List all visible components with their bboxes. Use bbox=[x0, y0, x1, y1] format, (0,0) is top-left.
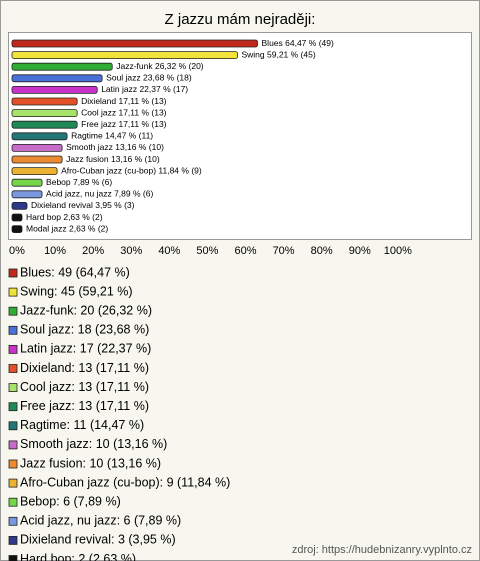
x-tick-label: 90% bbox=[349, 245, 371, 257]
bar bbox=[11, 62, 113, 71]
legend-swatch bbox=[8, 306, 18, 316]
legend-swatch bbox=[8, 383, 18, 393]
value-label: Afro-Cuban jazz (cu-bop) 11,84 % (9) bbox=[61, 165, 202, 175]
legend-label: Acid jazz, nu jazz: 6 (7,89 %) bbox=[20, 514, 181, 528]
bar bbox=[11, 213, 23, 222]
legend-swatch bbox=[8, 421, 18, 431]
value-label: Blues 64,47 % (49) bbox=[262, 38, 334, 48]
bar bbox=[11, 167, 58, 176]
value-label: Jazz-funk 26,32 % (20) bbox=[116, 61, 204, 71]
x-tick-label: 0% bbox=[9, 245, 25, 257]
value-label: Cool jazz 17,11 % (13) bbox=[81, 107, 167, 117]
legend-label: Smooth jazz: 10 (13,16 %) bbox=[20, 437, 167, 451]
legend-swatch bbox=[8, 325, 18, 335]
x-tick-label: 60% bbox=[234, 245, 256, 257]
x-tick-label: 10% bbox=[44, 245, 66, 257]
legend-label: Dixieland: 13 (17,11 %) bbox=[20, 361, 149, 375]
legend-swatch bbox=[8, 459, 18, 469]
legend-swatch bbox=[8, 497, 18, 507]
legend-label: Ragtime: 11 (14,47 %) bbox=[20, 418, 144, 432]
legend-swatch bbox=[8, 402, 18, 412]
x-tick-label: 70% bbox=[273, 245, 295, 257]
x-tick-label: 100% bbox=[384, 245, 412, 257]
legend-swatch bbox=[8, 536, 18, 545]
value-label: Free jazz 17,11 % (13) bbox=[81, 119, 167, 129]
legend-swatch bbox=[8, 516, 18, 526]
legend-label: Latin jazz: 17 (22,37 %) bbox=[20, 342, 151, 356]
legend-label: Afro-Cuban jazz (cu-bop): 9 (11,84 %) bbox=[20, 475, 230, 489]
bar bbox=[11, 190, 43, 199]
value-label: Swing 59,21 % (45) bbox=[241, 49, 315, 59]
legend-swatch bbox=[8, 287, 18, 297]
x-tick-label: 30% bbox=[120, 245, 142, 257]
legend-swatch bbox=[8, 344, 18, 354]
legend-swatch bbox=[8, 268, 18, 278]
value-label: Hard bop 2,63 % (2) bbox=[26, 212, 103, 222]
value-label: Modal jazz 2,63 % (2) bbox=[26, 223, 108, 233]
bar bbox=[11, 201, 28, 210]
legend-swatch bbox=[8, 440, 18, 450]
bar bbox=[11, 97, 78, 106]
bar bbox=[11, 51, 238, 59]
legend-label: Blues: 49 (64,47 %) bbox=[20, 265, 130, 279]
x-tick-label: 40% bbox=[158, 245, 180, 257]
value-label: Soul jazz 23,68 % (18) bbox=[106, 73, 192, 83]
legend-swatch bbox=[8, 555, 18, 561]
x-tick-label: 50% bbox=[196, 245, 218, 257]
bar bbox=[11, 74, 103, 83]
bar bbox=[11, 143, 63, 152]
legend-label: Swing: 45 (59,21 %) bbox=[20, 284, 133, 298]
value-label: Latin jazz 22,37 % (17) bbox=[101, 84, 188, 94]
source: zdroj: https://hudebnizanry.vyplnto.cz bbox=[292, 544, 472, 556]
bar bbox=[11, 225, 23, 234]
bar bbox=[11, 178, 43, 187]
legend-label: Jazz fusion: 10 (13,16 %) bbox=[20, 456, 161, 470]
legend-label: Free jazz: 13 (17,11 %) bbox=[20, 399, 149, 413]
bar bbox=[11, 39, 258, 48]
value-label: Bebop 7,89 % (6) bbox=[46, 177, 112, 187]
legend-label: Bebop: 6 (7,89 %) bbox=[20, 494, 121, 508]
legend-swatch bbox=[8, 478, 18, 488]
value-label: Ragtime 14,47 % (11) bbox=[71, 131, 153, 141]
x-tick-label: 20% bbox=[82, 245, 104, 257]
legend-label: Soul jazz: 18 (23,68 %) bbox=[20, 323, 149, 337]
legend-label: Hard bop: 2 (2,63 %) bbox=[20, 552, 136, 561]
value-label: Dixieland 17,11 % (13) bbox=[81, 96, 167, 106]
legend-label: Cool jazz: 13 (17,11 %) bbox=[20, 380, 149, 394]
value-label: Dixieland revival 3,95 % (3) bbox=[31, 200, 135, 210]
bar bbox=[11, 86, 98, 94]
bar bbox=[11, 120, 78, 129]
value-label: Acid jazz, nu jazz 7,89 % (6) bbox=[46, 189, 153, 199]
value-label: Jazz fusion 13,16 % (10) bbox=[66, 154, 160, 164]
x-tick-label: 80% bbox=[311, 245, 333, 257]
bar bbox=[11, 155, 63, 164]
value-label: Smooth jazz 13,16 % (10) bbox=[66, 142, 164, 152]
bar bbox=[11, 109, 78, 117]
legend-swatch bbox=[8, 364, 18, 373]
legend-label: Jazz-funk: 20 (26,32 %) bbox=[20, 303, 152, 317]
chart-title: Z jazzu mám nejraději: bbox=[165, 11, 316, 28]
legend-label: Dixieland revival: 3 (3,95 %) bbox=[20, 533, 176, 547]
bar bbox=[11, 132, 68, 141]
